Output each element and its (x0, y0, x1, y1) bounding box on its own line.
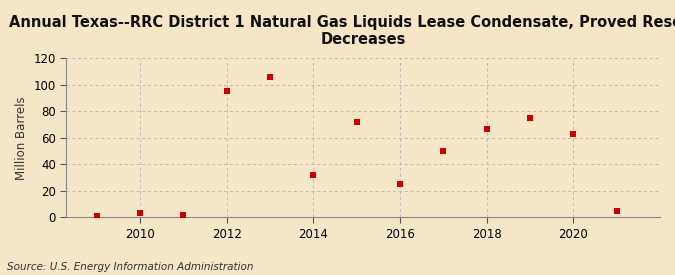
Point (395, 182, 406, 186)
Point (134, 211, 145, 216)
Point (568, 132, 578, 136)
Point (91, 214, 102, 218)
Y-axis label: Million Barrels: Million Barrels (15, 96, 28, 180)
Point (481, 126, 492, 131)
Title: Annual Texas--RRC District 1 Natural Gas Liquids Lease Condensate, Proved Reserv: Annual Texas--RRC District 1 Natural Gas… (9, 15, 675, 47)
Point (438, 149, 449, 153)
Point (265, 75, 275, 79)
Point (524, 116, 535, 120)
Point (351, 120, 362, 124)
Point (221, 89, 232, 94)
Text: Source: U.S. Energy Information Administration: Source: U.S. Energy Information Administ… (7, 262, 253, 272)
Point (178, 213, 189, 217)
Point (308, 173, 319, 177)
Point (612, 208, 622, 213)
